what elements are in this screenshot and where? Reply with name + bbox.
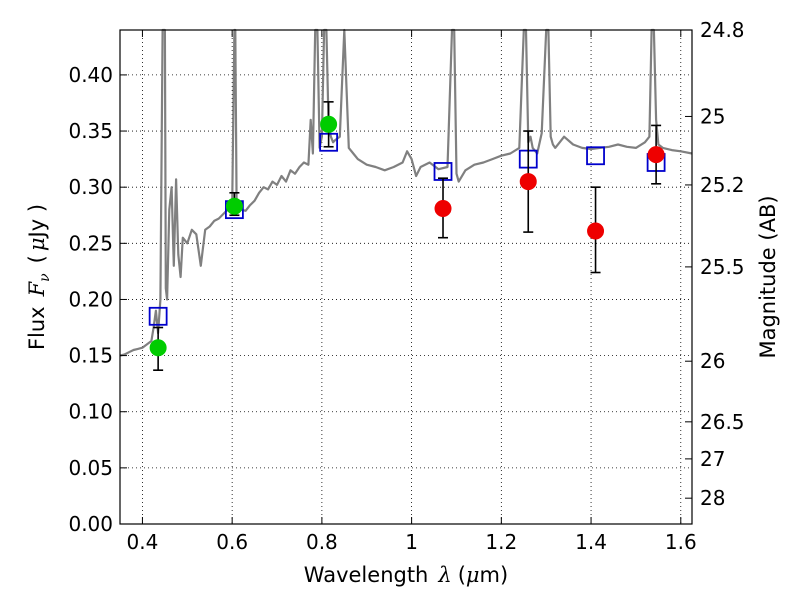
observed-points-layer [149,115,665,357]
y2-tick-label: 24.8 [700,18,745,42]
y2-axis-ticks: 24.8 25 25.2 25.5 26 26.5 27 28 [685,18,745,510]
y2-tick-label: 26 [700,349,725,373]
y2-tick-label: 25.5 [700,255,745,279]
y-tick-label: 0.25 [68,231,113,255]
x-tick-label: 1.4 [575,530,607,554]
observed-point [434,200,452,218]
y-tick-label: 0.15 [68,344,113,368]
x-axis-ticks: 0.4 0.6 0.8 1 1.2 1.4 1.6 [127,30,697,554]
plot-background [120,30,692,524]
y-tick-label: 0.05 [68,456,113,480]
x-tick-label: 0.4 [127,530,159,554]
y-tick-label: 0.00 [68,512,113,536]
x-tick-label: 1.2 [485,530,517,554]
y2-tick-label: 25 [700,104,725,128]
observed-point [587,222,605,240]
observed-point [149,339,167,357]
x-tick-label: 1.6 [665,530,697,554]
x-tick-label: 1 [405,530,418,554]
y-tick-label: 0.30 [68,175,113,199]
y-axis-label: FluxFν(μJy ) [25,204,53,350]
y-tick-label: 0.40 [68,63,113,87]
observed-point [647,146,665,164]
model-photometry-square [586,146,605,166]
observed-point [225,197,243,215]
x-tick-label: 0.6 [216,530,248,554]
y-tick-label: 0.10 [68,400,113,424]
y2-tick-label: 28 [700,486,725,510]
y-tick-label: 0.35 [68,119,113,143]
y2-axis-label: Magnitude (AB) [756,195,780,358]
y2-tick-label: 27 [700,447,725,471]
observed-point [320,115,338,133]
x-tick-label: 0.8 [306,530,338,554]
model-photometry-square [148,306,168,326]
plot-frame [119,29,693,525]
y-tick-label: 0.20 [68,287,113,311]
y2-tick-label: 25.2 [700,173,745,197]
x-axis-label: Wavelength λ (μm) [304,563,508,587]
y-axis-ticks: 0.00 0.05 0.10 0.15 0.20 0.25 0.30 0.35 0.40 [68,63,127,536]
observed-point [519,173,537,191]
y2-tick-label: 26.5 [700,410,745,434]
